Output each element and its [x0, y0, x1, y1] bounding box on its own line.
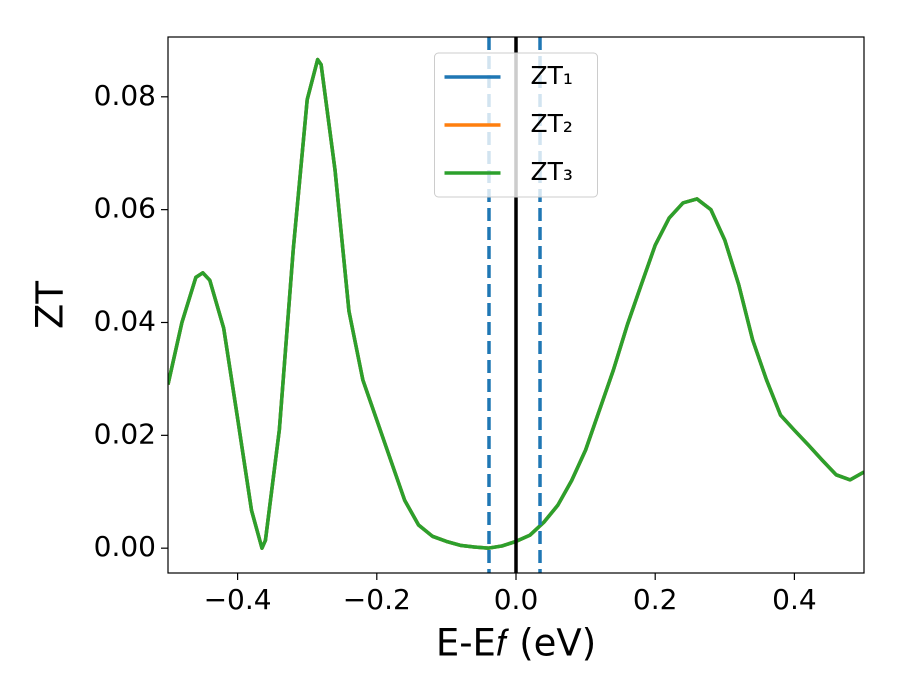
- legend-label: ZT₁: [531, 61, 573, 90]
- y-tick-label: 0.08: [94, 79, 156, 112]
- x-tick-label: −0.2: [343, 583, 411, 616]
- y-tick-label: 0.02: [94, 417, 156, 450]
- legend-label: ZT₂: [531, 109, 573, 138]
- y-axis-label: ZT: [29, 281, 72, 329]
- x-tick-label: 0.2: [633, 583, 678, 616]
- x-tick-label: 0.4: [772, 583, 817, 616]
- legend-box: [434, 52, 598, 198]
- x-tick-label: −0.4: [204, 583, 272, 616]
- y-tick-label: 0.04: [94, 304, 156, 337]
- line-series: [168, 57, 864, 550]
- plot-frame: [167, 36, 865, 574]
- legend-label: ZT₃: [531, 157, 573, 186]
- x-tick-label: 0.0: [494, 583, 539, 616]
- y-tick-label: 0.00: [94, 530, 156, 563]
- plot-area: [168, 37, 864, 573]
- x-axis-label: E-E𝑓 (eV): [436, 622, 596, 665]
- y-tick-label: 0.06: [94, 192, 156, 225]
